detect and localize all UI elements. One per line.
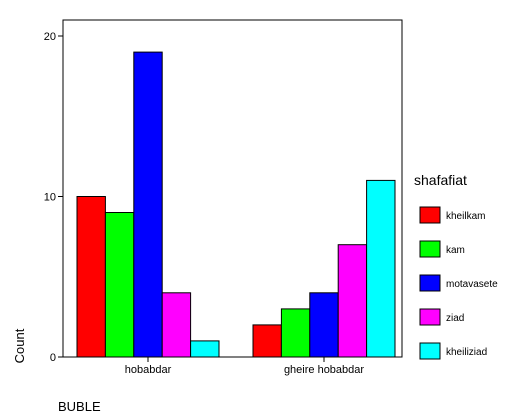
legend-swatch-kam (419, 240, 441, 258)
legend-swatch-ziad (419, 308, 441, 326)
bar-hobabdar-ziad (161, 292, 192, 358)
legend-label-motavasete: motavasete (446, 279, 498, 290)
bar-hobabdar-motavasete (133, 51, 163, 358)
legend-label-kheiliziad: kheiliziad (446, 347, 487, 358)
x-tick-label-gheire-hobabdar: gheire hobabdar (284, 364, 364, 376)
bar-gheire-hobabdar-ziad (337, 244, 368, 358)
x-axis: hobabdar gheire hobabdar (125, 357, 364, 376)
bar-hobabdar-kam (104, 212, 135, 358)
y-axis-title: Count (12, 328, 27, 363)
legend-swatch-motavasete (419, 274, 441, 292)
bar-gheire-hobabdar-kheilkam (252, 324, 282, 358)
x-axis-title: BUBLE (58, 399, 101, 414)
legend: kheilkam kam motavasete ziad kheiliziad (419, 206, 498, 360)
legend-swatch-kheiliziad (419, 342, 441, 360)
bar-gheire-hobabdar-kam (280, 308, 311, 358)
legend-label-kam: kam (446, 245, 465, 256)
bar-hobabdar-kheilkam (76, 196, 106, 358)
legend-swatch-kheilkam (419, 206, 441, 224)
y-tick-label-20: 20 (44, 31, 56, 43)
legend-label-kheilkam: kheilkam (446, 211, 485, 222)
plot-frame (62, 19, 403, 358)
bar-gheire-hobabdar-motavasete (309, 292, 339, 358)
bar-gheire-hobabdar-kheiliziad (366, 179, 396, 358)
legend-title: shafafiat (414, 172, 467, 188)
legend-label-ziad: ziad (446, 313, 464, 324)
x-tick-label-hobabdar: hobabdar (125, 364, 172, 376)
bar-hobabdar-kheiliziad (190, 340, 220, 358)
y-tick-label-0: 0 (50, 352, 56, 364)
y-tick-label-10: 10 (44, 192, 56, 204)
y-axis: 0 10 20 (44, 31, 63, 364)
bar-group (76, 51, 396, 358)
